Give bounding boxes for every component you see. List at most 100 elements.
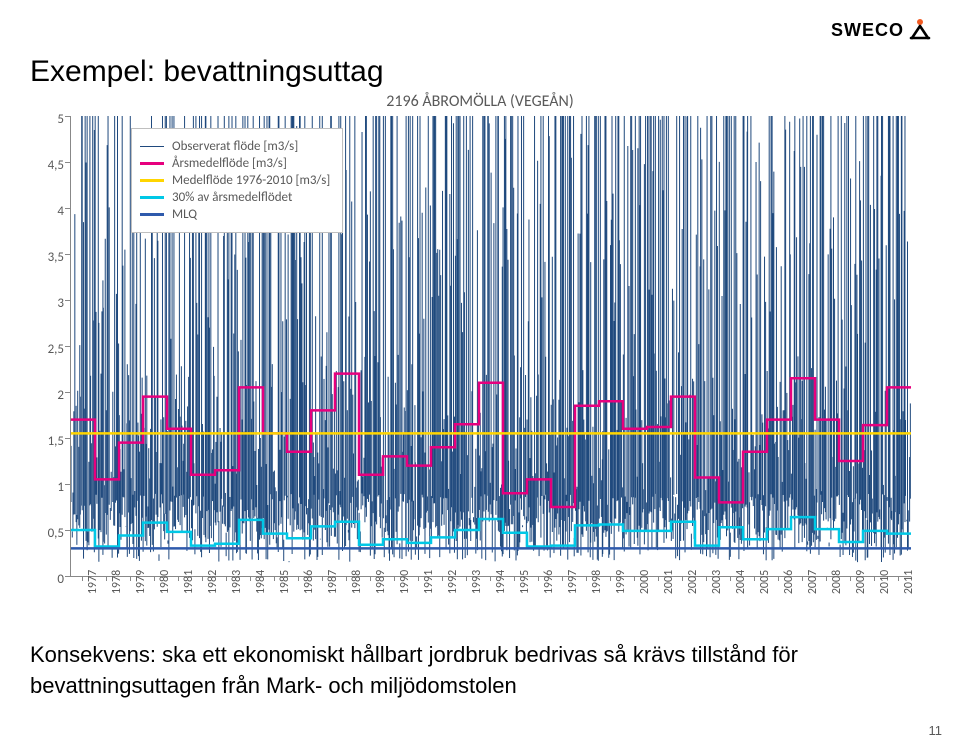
x-tick-mark xyxy=(82,576,83,581)
x-tick-label: 2001 xyxy=(662,570,676,594)
chart: 2196 ÅBROMÖLLA (VEGEÅN) 00,511,522,533,5… xyxy=(30,92,930,617)
x-tick-label: 1982 xyxy=(206,570,220,594)
slide: SWECO Exempel: bevattningsuttag 2196 ÅBR… xyxy=(0,0,960,750)
x-tick-mark xyxy=(322,576,323,581)
x-tick-mark xyxy=(394,576,395,581)
x-tick-mark xyxy=(514,576,515,581)
x-tick-label: 1977 xyxy=(86,570,100,594)
x-tick-label: 1993 xyxy=(470,570,484,594)
x-tick-mark xyxy=(226,576,227,581)
x-tick-label: 2009 xyxy=(854,570,868,594)
x-tick-mark xyxy=(178,576,179,581)
x-tick-label: 2004 xyxy=(734,570,748,594)
x-tick-mark xyxy=(130,576,131,581)
x-tick-label: 1996 xyxy=(542,570,556,594)
x-tick-label: 2003 xyxy=(710,570,724,594)
caption-line-1: Konsekvens: ska ett ekonomiskt hållbart … xyxy=(30,642,798,667)
x-tick-label: 1989 xyxy=(374,570,388,594)
x-tick-mark xyxy=(298,576,299,581)
legend-label: 30% av årsmedelflödet xyxy=(172,190,292,205)
x-tick-label: 1997 xyxy=(566,570,580,594)
x-tick-mark xyxy=(154,576,155,581)
legend: Observerat flöde [m3/s] Årsmedelflöde [m3… xyxy=(131,128,343,233)
x-tick-label: 1984 xyxy=(254,570,268,594)
x-tick-label: 1998 xyxy=(590,570,604,594)
x-tick-mark xyxy=(682,576,683,581)
x-tick-mark xyxy=(442,576,443,581)
chart-title: 2196 ÅBROMÖLLA (VEGEÅN) xyxy=(30,92,930,111)
y-tick-label: 0,5 xyxy=(48,526,64,534)
x-tick-label: 1983 xyxy=(230,570,244,594)
logo: SWECO xyxy=(831,18,932,42)
legend-swatch xyxy=(140,162,164,165)
x-tick-mark xyxy=(754,576,755,581)
legend-label: Observerat flöde [m3/s] xyxy=(172,139,298,154)
x-tick-label: 2006 xyxy=(782,570,796,594)
legend-swatch xyxy=(140,179,164,182)
x-tick-label: 2002 xyxy=(686,570,700,594)
legend-swatch xyxy=(140,146,164,148)
x-tick-label: 1990 xyxy=(398,570,412,594)
legend-label: Medelflöde 1976-2010 [m3/s] xyxy=(172,173,330,188)
legend-item: Observerat flöde [m3/s] xyxy=(140,139,330,154)
plot-area: Observerat flöde [m3/s] Årsmedelflöde [m3… xyxy=(70,116,911,577)
x-tick-label: 1978 xyxy=(110,570,124,594)
x-tick-label: 2007 xyxy=(806,570,820,594)
x-tick-label: 1999 xyxy=(614,570,628,594)
y-tick-label: 3,5 xyxy=(48,250,64,258)
logo-text: SWECO xyxy=(831,20,904,41)
x-tick-mark xyxy=(250,576,251,581)
legend-label: MLQ xyxy=(172,207,197,222)
x-tick-mark xyxy=(730,576,731,581)
x-tick-mark xyxy=(418,576,419,581)
legend-item: MLQ xyxy=(140,207,330,222)
y-tick-label: 3 xyxy=(57,296,64,304)
x-tick-label: 1979 xyxy=(134,570,148,594)
x-tick-label: 1987 xyxy=(326,570,340,594)
x-tick-mark xyxy=(706,576,707,581)
y-tick-label: 0 xyxy=(57,572,64,580)
legend-item: 30% av årsmedelflödet xyxy=(140,190,330,205)
x-tick-mark xyxy=(370,576,371,581)
x-tick-mark xyxy=(826,576,827,581)
x-tick-mark xyxy=(106,576,107,581)
legend-label: Årsmedelflöde [m3/s] xyxy=(172,156,287,171)
y-tick-label: 4,5 xyxy=(48,158,64,166)
x-tick-label: 2008 xyxy=(830,570,844,594)
legend-swatch xyxy=(140,213,164,216)
x-tick-mark xyxy=(346,576,347,581)
logo-icon xyxy=(908,18,932,42)
y-tick-label: 4 xyxy=(57,204,64,212)
x-tick-label: 2005 xyxy=(758,570,772,594)
y-tick-label: 1,5 xyxy=(48,434,64,442)
caption: Konsekvens: ska ett ekonomiskt hållbart … xyxy=(30,640,870,702)
y-tick-label: 2 xyxy=(57,388,64,396)
x-tick-label: 2000 xyxy=(638,570,652,594)
x-tick-mark xyxy=(562,576,563,581)
x-tick-mark xyxy=(610,576,611,581)
x-tick-label: 1981 xyxy=(182,570,196,594)
x-tick-label: 1980 xyxy=(158,570,172,594)
y-axis: 00,511,522,533,544,55 xyxy=(30,116,70,576)
x-tick-label: 1986 xyxy=(302,570,316,594)
x-tick-mark xyxy=(658,576,659,581)
x-tick-label: 1985 xyxy=(278,570,292,594)
x-tick-mark xyxy=(634,576,635,581)
legend-swatch xyxy=(140,196,164,199)
x-tick-label: 2011 xyxy=(902,570,916,594)
x-tick-mark xyxy=(778,576,779,581)
x-tick-mark xyxy=(202,576,203,581)
x-tick-mark xyxy=(874,576,875,581)
y-tick-label: 2,5 xyxy=(48,342,64,350)
x-axis: 1977197819791980198119821983198419851986… xyxy=(70,576,910,616)
x-tick-mark xyxy=(466,576,467,581)
x-tick-label: 2010 xyxy=(878,570,892,594)
legend-item: Medelflöde 1976-2010 [m3/s] xyxy=(140,173,330,188)
x-tick-mark xyxy=(274,576,275,581)
x-tick-mark xyxy=(490,576,491,581)
x-tick-label: 1988 xyxy=(350,570,364,594)
x-tick-mark xyxy=(850,576,851,581)
x-tick-label: 1994 xyxy=(494,570,508,594)
x-tick-mark xyxy=(538,576,539,581)
x-tick-mark xyxy=(586,576,587,581)
